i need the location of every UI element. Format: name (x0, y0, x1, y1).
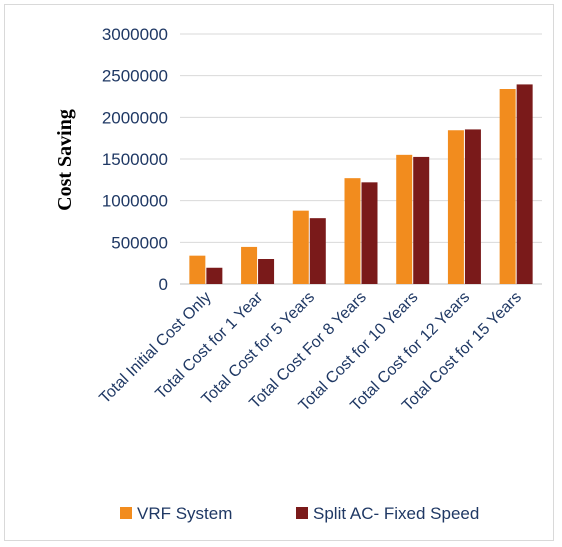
bar-split-ac-fixed-speed (361, 182, 378, 284)
y-axis-label: Cost Saving (54, 109, 76, 211)
bar-vrf-system (499, 89, 516, 284)
y-tick-label: 0 (159, 275, 168, 294)
bar-split-ac-fixed-speed (413, 156, 430, 284)
bar-vrf-system (292, 210, 309, 284)
bar-split-ac-fixed-speed (258, 259, 275, 284)
y-tick-label: 1500000 (102, 150, 168, 169)
y-tick-label: 2500000 (102, 67, 168, 86)
y-tick-label: 3000000 (102, 25, 168, 44)
bars (189, 84, 533, 285)
legend-swatch (296, 507, 308, 519)
legend-swatch (120, 507, 132, 519)
bar-split-ac-fixed-speed (309, 218, 326, 284)
y-tick-labels: 0 500000 1000000 1500000 2000000 2500000 30000… (102, 25, 168, 294)
bar-split-ac-fixed-speed (206, 267, 223, 284)
y-tick-label: 2000000 (102, 108, 168, 127)
bar-split-ac-fixed-speed (516, 84, 533, 285)
legend-label: VRF System (137, 504, 232, 523)
y-tick-label: 1000000 (102, 192, 168, 211)
legend-label: Split AC- Fixed Speed (313, 504, 479, 523)
bar-split-ac-fixed-speed (464, 129, 481, 284)
gridlines (180, 33, 542, 285)
legend: VRF System Split AC- Fixed Speed (120, 504, 479, 523)
bar-vrf-system (241, 246, 258, 284)
bar-vrf-system (344, 178, 361, 284)
y-tick-label: 500000 (111, 233, 168, 252)
bar-vrf-system (189, 255, 206, 284)
bar-vrf-system (396, 154, 413, 284)
bar-vrf-system (447, 130, 464, 284)
